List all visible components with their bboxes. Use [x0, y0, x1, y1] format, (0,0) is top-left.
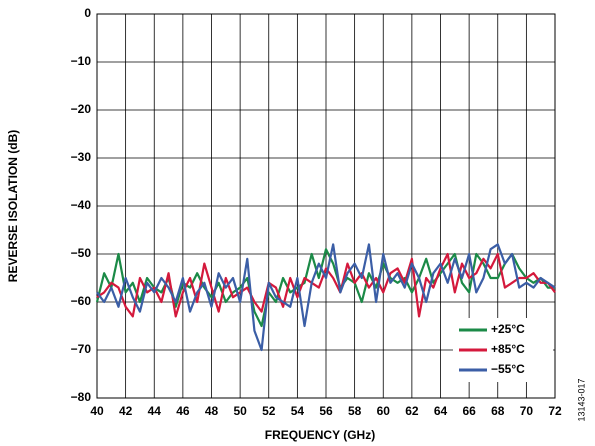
y-axis-label: REVERSE ISOLATION (dB): [6, 130, 20, 282]
x-tick-label: 56: [319, 404, 333, 418]
x-tick-label: 58: [348, 404, 362, 418]
legend-label: +25°C: [491, 322, 525, 336]
x-tick-label: 62: [405, 404, 419, 418]
x-axis-label: FREQUENCY (GHz): [265, 428, 375, 442]
plot-frame: [96, 13, 556, 399]
x-tick-label: 44: [148, 404, 162, 418]
y-tick-label: −50: [71, 246, 92, 260]
y-tick-label: −60: [71, 294, 92, 308]
x-tick-label: 50: [233, 404, 247, 418]
x-tick-label: 70: [520, 404, 534, 418]
x-tick-label: 72: [548, 404, 562, 418]
y-tick-label: 0: [84, 6, 91, 20]
x-tick-label: 46: [176, 404, 190, 418]
x-tick-label: 40: [90, 404, 104, 418]
x-tick-label: 54: [291, 404, 305, 418]
y-tick-label: −80: [71, 390, 92, 404]
x-tick-label: 52: [262, 404, 276, 418]
y-tick-label: −30: [71, 150, 92, 164]
y-tick-label: −40: [71, 198, 92, 212]
figure-id: 13143-017: [576, 378, 586, 421]
series-line: [96, 243, 556, 352]
y-tick-label: −70: [71, 342, 92, 356]
y-tick-label: −20: [71, 102, 92, 116]
x-tick-label: 68: [491, 404, 505, 418]
series-line: [96, 252, 556, 318]
x-tick-label: 66: [462, 404, 476, 418]
x-tick-label: 48: [205, 404, 219, 418]
y-tick-label: −10: [71, 54, 92, 68]
x-tick-label: 60: [377, 404, 391, 418]
x-tick-label: 42: [119, 404, 133, 418]
legend-label: −55°C: [491, 362, 525, 376]
legend-label: +85°C: [491, 342, 525, 356]
x-tick-label: 64: [434, 404, 448, 418]
